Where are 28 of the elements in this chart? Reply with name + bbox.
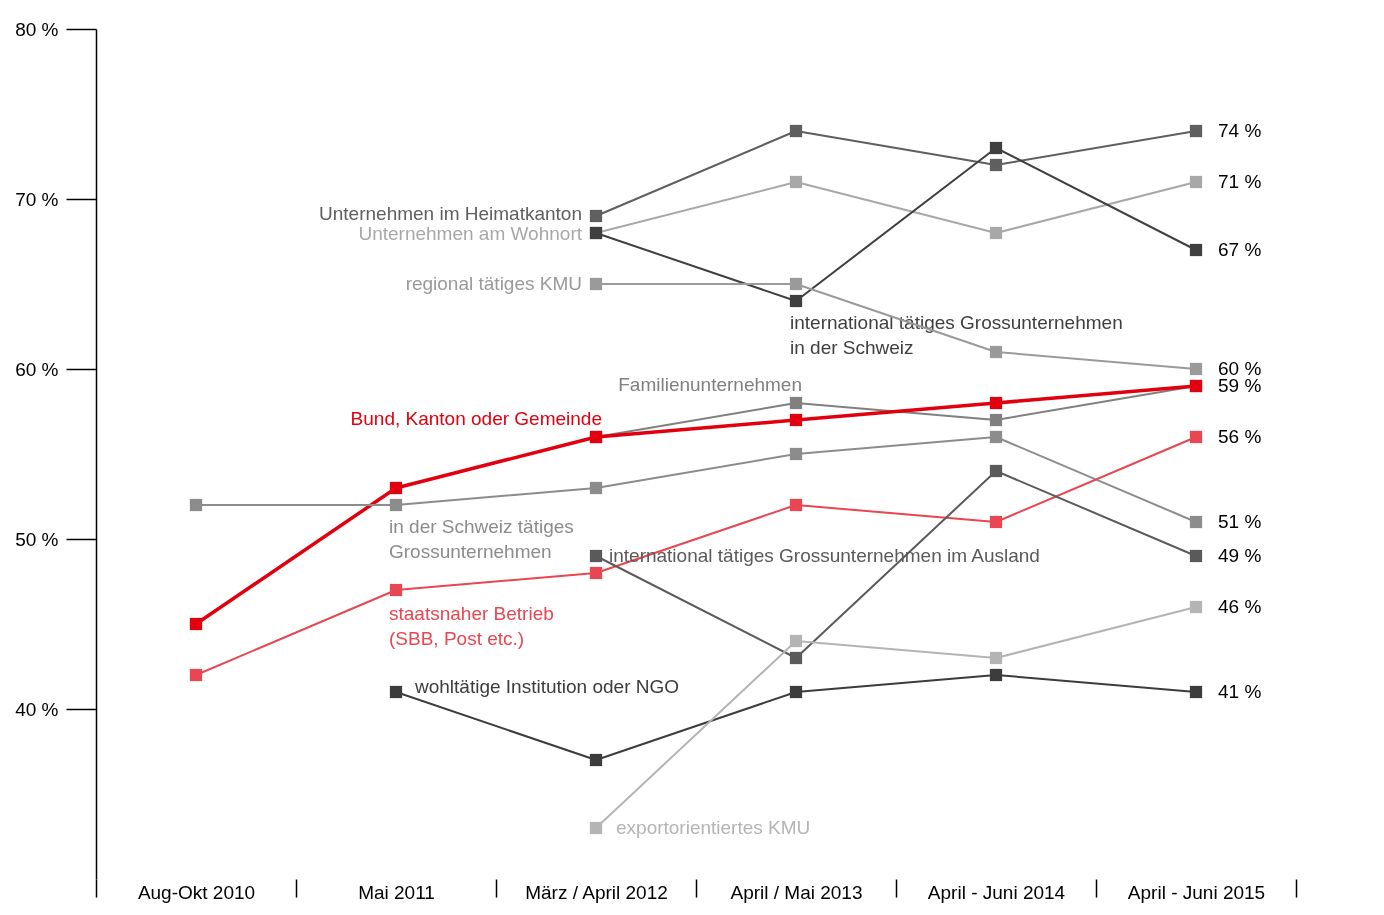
data-label: 74 % [1218,120,1262,141]
y-tick-label: 80 % [15,18,59,40]
x-tick-label: April - Juni 2014 [927,881,1066,903]
data-label: 41 % [1218,681,1262,702]
x-tick-label: April / Mai 2013 [730,881,863,903]
series-label: regional tätiges KMU [405,273,582,294]
series-label: Unternehmen am Wohnort [358,223,583,244]
y-tick-label: 40 % [15,698,59,720]
y-tick-label: 50 % [15,528,59,550]
series-label: Bund, Kanton oder Gemeinde [350,408,602,429]
series-label: Unternehmen im Heimatkanton [319,203,582,224]
data-label: 46 % [1218,596,1262,617]
x-tick-label: März / April 2012 [525,881,668,903]
series-label: in der Schweiz tätiges Grossunternehmen [389,516,574,562]
data-label: 71 % [1218,171,1262,192]
series-label: Familienunternehmen [618,374,802,395]
y-tick-label: 70 % [15,188,59,210]
x-tick-label: April - Juni 2015 [1127,881,1266,903]
data-label: 67 % [1218,239,1262,260]
x-tick-label: Mai 2011 [358,881,435,903]
y-tick-label: 60 % [15,358,59,380]
x-tick-label: Aug-Okt 2010 [137,881,256,903]
data-label: 51 % [1218,511,1262,532]
series-label: wohltätige Institution oder NGO [414,676,680,697]
series-label: staatsnaher Betrieb (SBB, Post etc.) [389,603,554,649]
data-label: 56 % [1218,426,1262,447]
series-label: exportorientiertes KMU [616,817,811,838]
data-label: 49 % [1218,545,1262,566]
